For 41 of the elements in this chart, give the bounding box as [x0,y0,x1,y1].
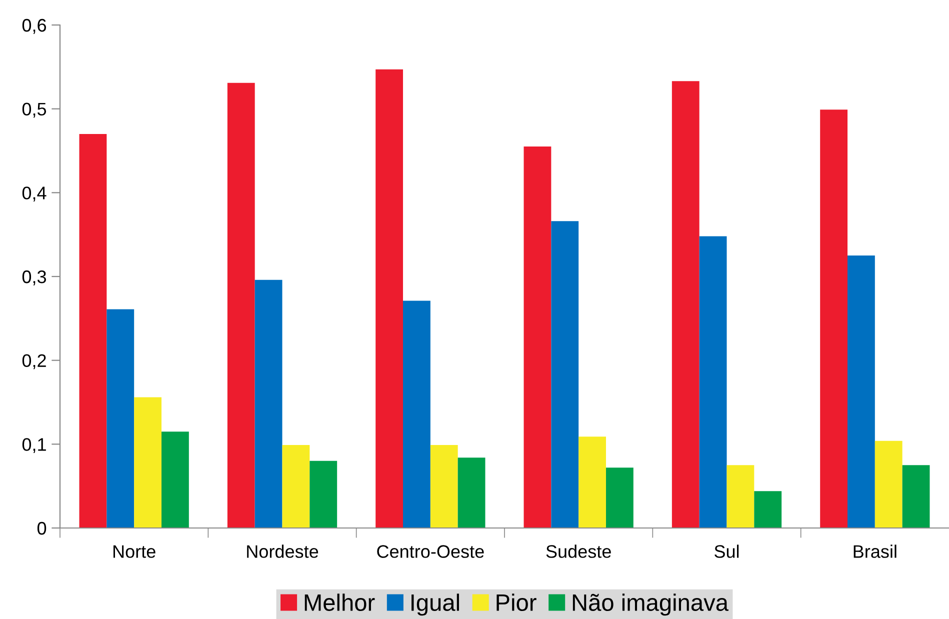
bar [161,432,189,528]
bar [848,256,875,528]
y-tick-label: 0,3 [22,270,46,286]
bar [902,465,930,528]
bar [606,468,634,528]
bar [403,300,430,528]
y-tick-label: 0,1 [22,438,46,454]
legend-label: Pior [496,594,536,611]
x-tick-label: Brasil [854,544,896,558]
bar [578,436,606,528]
bar [754,491,782,528]
bar [726,465,754,528]
x-tick-label: Nordeste [247,544,318,558]
bar [376,69,404,528]
bar [106,309,134,528]
bar [310,460,338,528]
y-tick-label: 0 [37,522,46,535]
bar [699,236,727,528]
bar [430,445,458,528]
legend-label: Melhor [304,594,375,611]
x-tick-label: Centro-Oeste [377,545,484,558]
y-tick-label: 0,6 [22,18,46,34]
y-tick-label: 0,5 [22,102,46,118]
bar [134,397,162,528]
bar [79,134,107,528]
legend-label: Não imaginava [572,594,728,616]
y-tick-label: 0,4 [22,186,46,202]
bar [820,110,848,528]
bar [458,458,486,528]
legend-label: Igual [412,594,459,616]
bar [254,280,282,528]
bar [524,146,552,528]
x-tick-label: Sudeste [546,544,611,558]
bar [282,445,310,528]
bar [874,440,902,528]
y-tick-label: 0,2 [22,354,46,370]
x-tick-label: Norte [113,545,156,558]
x-tick-label: Sul [714,544,739,558]
bar [672,81,700,528]
bar [227,82,255,528]
bar [551,221,579,528]
